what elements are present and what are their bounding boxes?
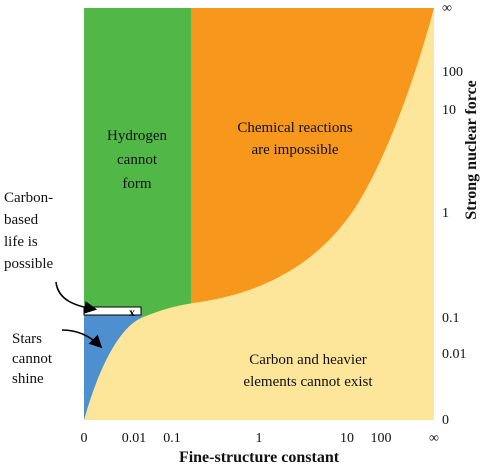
region-label: Chemical reactions <box>237 120 353 136</box>
annotation: possible <box>4 256 54 272</box>
region-label: are impossible <box>251 142 338 158</box>
y-tick-label: 0.1 <box>442 311 460 326</box>
y-tick-label: 100 <box>442 65 463 80</box>
x-tick-label: 0.01 <box>122 431 147 446</box>
region-label: Stars <box>12 331 42 347</box>
arrow <box>61 329 103 349</box>
carbon-region <box>84 8 434 420</box>
y-tick-label: 10 <box>442 103 456 118</box>
region-label: form <box>122 176 151 192</box>
x-tick-label: 10 <box>340 431 354 446</box>
marker: x <box>129 305 135 319</box>
annotation: life is <box>4 234 38 250</box>
annotation: based <box>4 212 39 228</box>
y-tick-label: ∞ <box>442 1 452 16</box>
region-label: Hydrogen <box>107 128 167 144</box>
region-label: Carbon and heavier <box>249 352 366 368</box>
annotation: Carbon- <box>4 190 53 206</box>
arrow <box>55 281 98 314</box>
region-label: shine <box>12 371 44 387</box>
x-axis-title: Fine-structure constant <box>179 449 340 466</box>
x-tick-label: 0 <box>81 431 88 446</box>
region-label: cannot <box>117 152 158 168</box>
y-tick-label: 0 <box>442 413 449 428</box>
region-label: cannot <box>12 351 53 367</box>
region-label: elements cannot exist <box>243 374 373 390</box>
x-tick-label: 1 <box>256 431 263 446</box>
x-tick-label: 100 <box>371 431 392 446</box>
x-tick-label: ∞ <box>429 431 439 446</box>
y-axis-title: Strong nuclear force <box>463 80 480 220</box>
y-tick-label: 1 <box>442 206 449 221</box>
y-tick-label: 0.01 <box>442 347 467 362</box>
x-tick-label: 0.1 <box>163 431 181 446</box>
